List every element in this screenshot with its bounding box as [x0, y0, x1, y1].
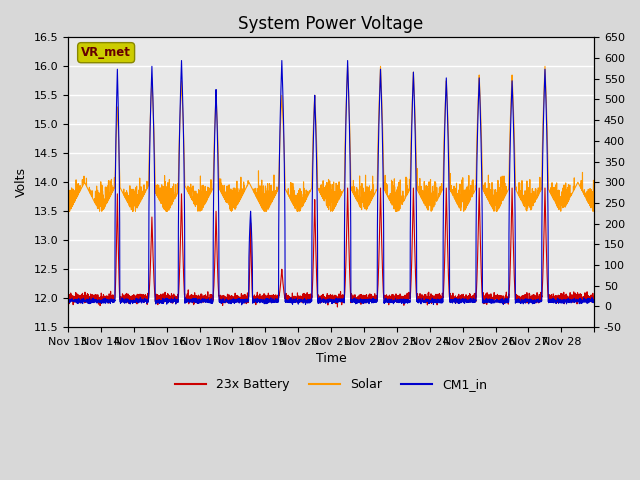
Title: System Power Voltage: System Power Voltage — [239, 15, 424, 33]
Y-axis label: Volts: Volts — [15, 167, 28, 197]
X-axis label: Time: Time — [316, 352, 346, 365]
Legend: 23x Battery, Solar, CM1_in: 23x Battery, Solar, CM1_in — [170, 373, 492, 396]
Text: VR_met: VR_met — [81, 46, 131, 59]
